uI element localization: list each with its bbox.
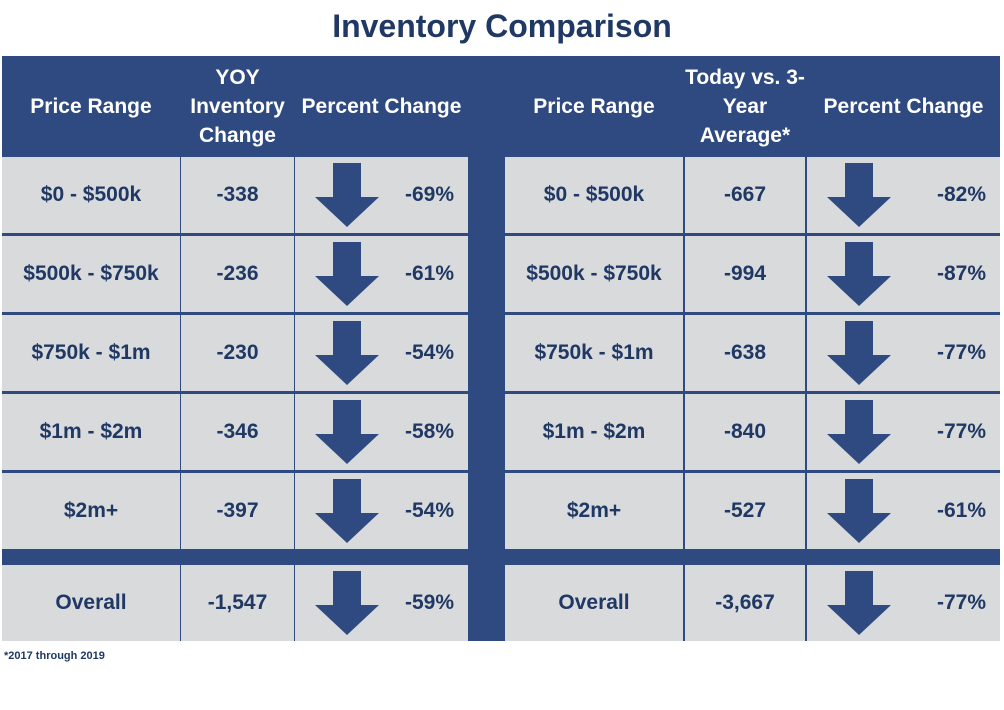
left-overall-change: -1,547	[181, 565, 294, 641]
right-row-3-pct: -77%	[807, 315, 1000, 391]
down-arrow-icon	[315, 479, 379, 543]
left-row-3-change: -230	[181, 315, 294, 391]
left-overall-range: Overall	[2, 565, 180, 641]
right-row-1-change: -667	[685, 157, 805, 233]
left-row-2-change: -236	[181, 236, 294, 312]
right-header-change: Today vs. 3-Year Average*	[685, 66, 805, 147]
right-row-3-range: $750k - $1m	[505, 315, 683, 391]
down-arrow-icon	[827, 163, 891, 227]
left-row-4-range: $1m - $2m	[2, 394, 180, 470]
down-arrow-icon	[315, 242, 379, 306]
left-row-4-pct: -58%	[295, 394, 468, 470]
down-arrow-icon	[827, 400, 891, 464]
right-row-2-range: $500k - $750k	[505, 236, 683, 312]
right-header-range: Price Range	[533, 95, 655, 118]
right-row-5-range: $2m+	[505, 473, 683, 549]
right-row-1-range: $0 - $500k	[505, 157, 683, 233]
left-row-3-range: $750k - $1m	[2, 315, 180, 391]
left-row-5-change: -397	[181, 473, 294, 549]
right-row-4-pct: -77%	[807, 394, 1000, 470]
right-row-3-change: -638	[685, 315, 805, 391]
footnote: *2017 through 2019	[4, 650, 105, 662]
left-row-1-change: -338	[181, 157, 294, 233]
left-row-3-pct: -54%	[295, 315, 468, 391]
right-row-2-pct: -87%	[807, 236, 1000, 312]
page-title: Inventory Comparison	[332, 8, 672, 44]
left-header-change: YOY Inventory Change	[190, 66, 285, 147]
left-row-5-range: $2m+	[2, 473, 180, 549]
right-row-4-change: -840	[685, 394, 805, 470]
down-arrow-icon	[315, 163, 379, 227]
left-header-pct: Percent Change	[301, 95, 462, 118]
down-arrow-icon	[827, 321, 891, 385]
right-row-5-pct: -61%	[807, 473, 1000, 549]
left-row-2-range: $500k - $750k	[2, 236, 180, 312]
left-header-range: Price Range	[30, 95, 152, 118]
left-row-2-pct: -61%	[295, 236, 468, 312]
down-arrow-icon	[827, 571, 891, 635]
right-row-4-range: $1m - $2m	[505, 394, 683, 470]
right-row-2-change: -994	[685, 236, 805, 312]
down-arrow-icon	[827, 242, 891, 306]
down-arrow-icon	[315, 400, 379, 464]
left-overall-pct: -59%	[295, 565, 468, 641]
left-row-5-pct: -54%	[295, 473, 468, 549]
right-overall-pct: -77%	[807, 565, 1000, 641]
right-overall-range: Overall	[505, 565, 683, 641]
right-header-pct: Percent Change	[823, 95, 984, 118]
down-arrow-icon	[827, 479, 891, 543]
right-overall-change: -3,667	[685, 565, 805, 641]
left-row-1-pct: -69%	[295, 157, 468, 233]
right-row-5-change: -527	[685, 473, 805, 549]
left-row-4-change: -346	[181, 394, 294, 470]
down-arrow-icon	[315, 571, 379, 635]
down-arrow-icon	[315, 321, 379, 385]
left-row-1-range: $0 - $500k	[2, 157, 180, 233]
right-row-1-pct: -82%	[807, 157, 1000, 233]
